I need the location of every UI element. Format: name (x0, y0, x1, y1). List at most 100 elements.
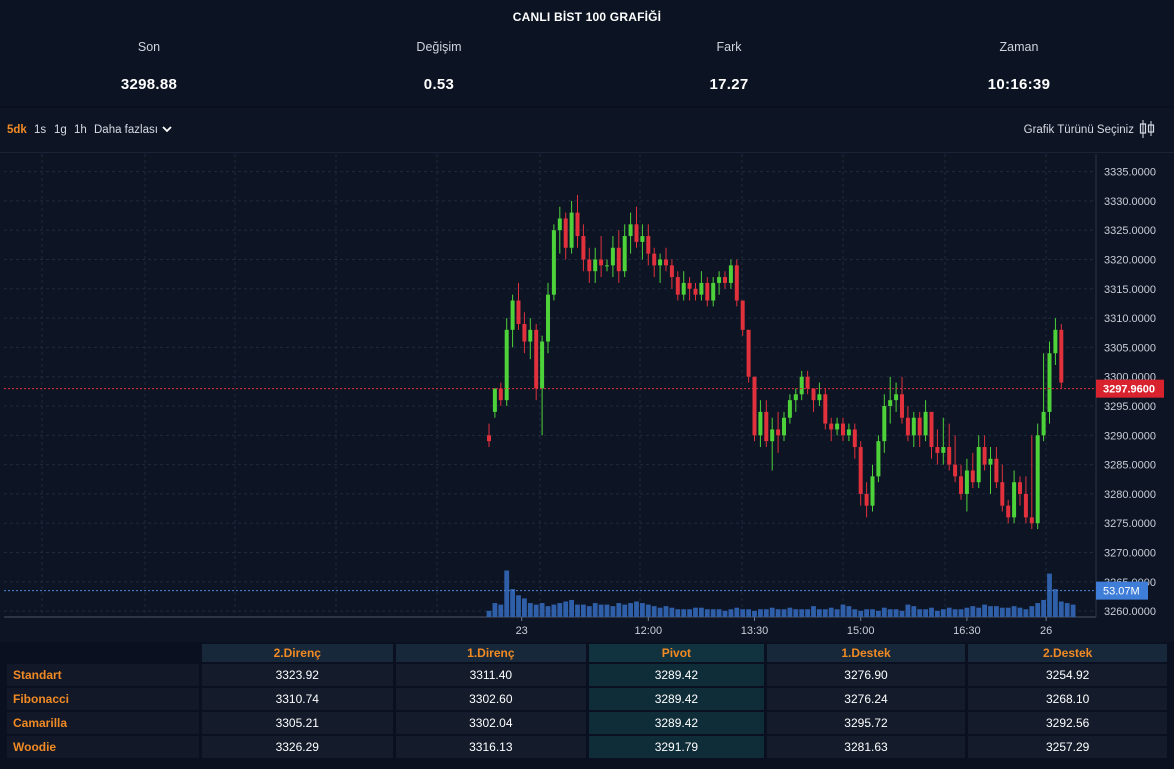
candle-body (900, 394, 904, 418)
y-tick-label: 3330.0000 (1104, 196, 1156, 208)
x-tick-label: 23 (516, 625, 528, 637)
volume-bar (976, 607, 982, 617)
volume-bar (569, 599, 574, 617)
candle-body (787, 400, 792, 418)
stat-diff-value: 17.27 (709, 76, 749, 93)
y-tick-label: 3305.0000 (1104, 342, 1156, 354)
volume-bar (604, 604, 610, 617)
candle-body (534, 329, 539, 389)
candle-body (1023, 493, 1028, 518)
candle-body (770, 429, 775, 442)
table-cell: 3289.42 (589, 712, 764, 734)
volume-bar (1023, 609, 1029, 617)
candle-body (1018, 482, 1022, 494)
candle-body (728, 265, 733, 283)
timeframe-1h[interactable]: 1h (74, 124, 87, 136)
volume-bar (982, 604, 987, 617)
candle-body (994, 458, 999, 483)
volume-bar (645, 604, 651, 617)
y-tick-label: 3295.0000 (1104, 401, 1156, 413)
volume-bar (687, 609, 692, 617)
timeframe-5dk[interactable]: 5dk (7, 124, 27, 136)
table-cell: 3257.29 (968, 736, 1167, 758)
candle-body (811, 388, 816, 401)
timeframe-1s[interactable]: 1s (34, 124, 47, 136)
candle-body (1000, 482, 1005, 506)
candlestick-chart[interactable]: 3335.0000 3330.0000 3325.0000 3320.0000 3315… (0, 152, 1174, 642)
chart-type-selector[interactable]: Grafik Türünü Seçiniz (1023, 124, 1134, 136)
y-tick-label: 3275.0000 (1104, 518, 1156, 530)
row-name-camarilla: Camarilla (7, 712, 199, 734)
volume-bar (952, 609, 958, 617)
candle-body (699, 282, 704, 295)
volume-bar (651, 606, 657, 617)
candles (487, 195, 1064, 530)
volume-bar (722, 610, 728, 617)
candle-body (964, 470, 969, 494)
volume-bar (1029, 606, 1035, 617)
row-name-woodie: Woodie (7, 736, 199, 758)
candle-body (1006, 505, 1011, 518)
candle-body (976, 447, 981, 483)
candle-body (622, 236, 627, 272)
candle-body (587, 259, 592, 272)
candle-body (917, 417, 922, 436)
candle-body (681, 282, 686, 295)
last-price-badge (1096, 379, 1164, 398)
stat-change-value: 0.53 (423, 76, 455, 93)
stat-change-label: Değişim (416, 40, 462, 54)
volume-bar (822, 609, 828, 617)
pivot-header-r1: 1.Direnç (395, 644, 587, 662)
candle-body (516, 300, 521, 324)
more-timeframes-dropdown[interactable]: Daha fazlası (94, 124, 172, 136)
candle-body (982, 447, 987, 465)
candle-body (782, 417, 786, 436)
candle-body (870, 476, 875, 506)
volume-bar (1064, 603, 1070, 617)
pivot-header-pivot: Pivot (589, 644, 764, 662)
x-tick-label: 15:00 (847, 625, 875, 637)
table-cell: 3292.56 (968, 712, 1167, 734)
volume-bar (834, 609, 840, 617)
table-cell: 3276.24 (766, 688, 966, 710)
stat-diff: Fark 17.27 (629, 40, 829, 93)
y-tick-label: 3335.0000 (1104, 167, 1156, 179)
volume-bar (935, 610, 940, 617)
stat-diff-label: Fark (716, 40, 742, 54)
volume-bar (527, 603, 533, 617)
volume-bar (575, 604, 580, 617)
candle-body (734, 265, 739, 301)
candlestick-icon[interactable] (1138, 119, 1156, 139)
volume-bar (870, 609, 875, 617)
candle-body (1012, 482, 1017, 518)
table-cell: 3289.42 (589, 688, 764, 710)
candle-body (888, 400, 893, 407)
volume-bar (817, 609, 822, 617)
volume-bar (498, 604, 504, 617)
volume-bar (781, 609, 787, 617)
volume-bar (1070, 604, 1076, 617)
candle-body (1035, 435, 1040, 524)
page-title: CANLI BİST 100 GRAFİĞİ (512, 10, 662, 24)
timeframe-1g[interactable]: 1g (54, 124, 67, 136)
candle-body (817, 394, 822, 401)
candle-body (864, 493, 869, 506)
candle-body (487, 435, 491, 442)
table-cell: 3302.04 (395, 712, 587, 734)
volume-bar (586, 606, 592, 617)
y-tick-label: 3260.0000 (1104, 606, 1156, 618)
candle-body (575, 212, 580, 237)
candle-body (711, 282, 716, 301)
volume-bar (710, 609, 716, 617)
volume-bar (681, 609, 687, 617)
volume-bar (522, 598, 527, 617)
stat-time-value: 10:16:39 (987, 76, 1051, 93)
candle-body (616, 247, 621, 272)
candle-body (522, 323, 527, 342)
candle-body (658, 259, 663, 266)
y-tick-label: 3290.0000 (1104, 430, 1156, 442)
volume-bar (929, 607, 934, 617)
stat-time-label: Zaman (999, 40, 1039, 54)
candle-body (705, 282, 710, 301)
candle-body (764, 411, 769, 442)
